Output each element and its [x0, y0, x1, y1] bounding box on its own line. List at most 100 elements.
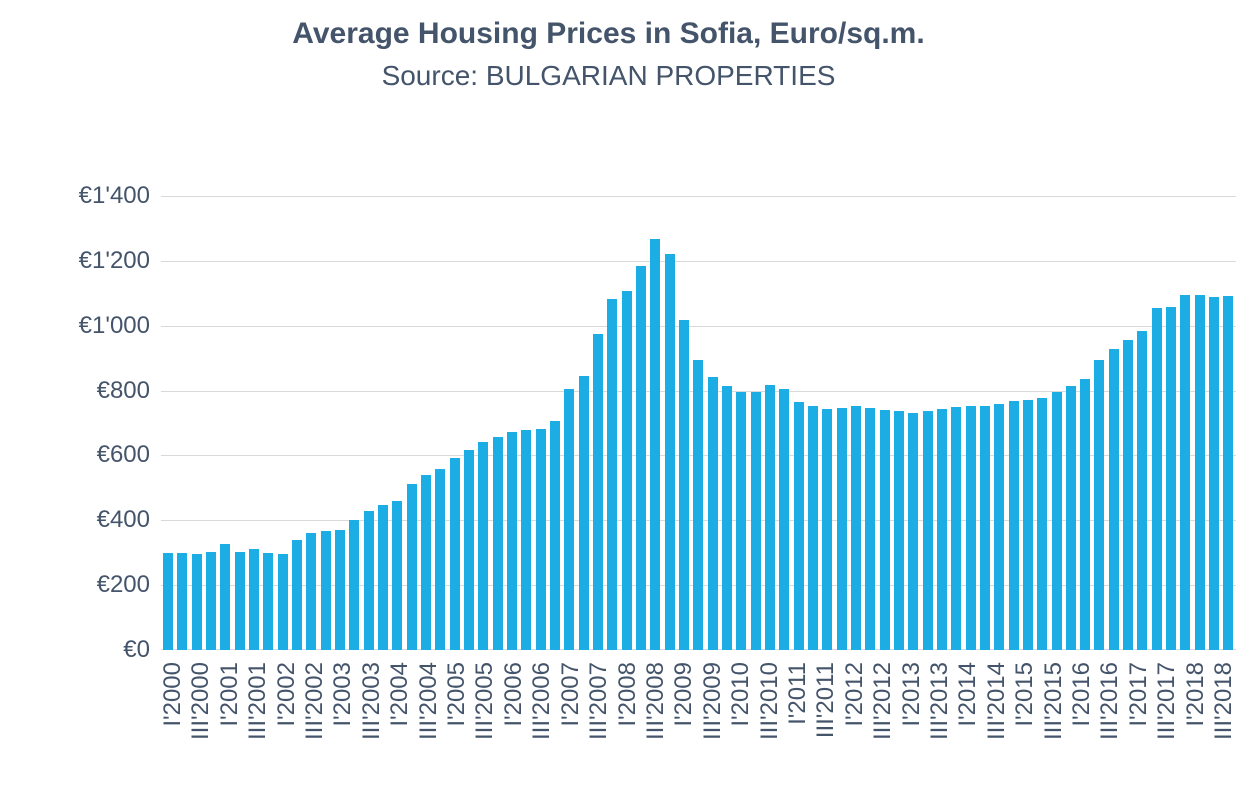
bar — [879, 409, 890, 650]
x-tick-label: I'2002 — [272, 662, 300, 727]
bar-cell — [1121, 196, 1135, 650]
bar — [779, 388, 790, 650]
bar-cell — [849, 196, 863, 650]
bar — [163, 552, 174, 650]
x-tick-cell: I'2011 — [784, 662, 811, 777]
bar — [306, 533, 317, 650]
bar — [249, 548, 260, 650]
chart-subtitle: Source: BULGARIAN PROPERTIES — [381, 60, 836, 91]
bar-cell — [534, 196, 548, 650]
bar — [908, 412, 919, 650]
bar — [836, 408, 847, 650]
x-tick-label: I'2012 — [840, 662, 868, 727]
bar-cell — [405, 196, 419, 650]
x-tick-cell: III'2017 — [1153, 662, 1180, 777]
bar — [220, 543, 231, 650]
bar-cell — [605, 196, 619, 650]
bar-cell — [978, 196, 992, 650]
bar-cell — [963, 196, 977, 650]
bar-cell — [448, 196, 462, 650]
bar-cell — [720, 196, 734, 650]
x-tick-cell: I'2010 — [727, 662, 755, 777]
bar-cell — [304, 196, 318, 650]
bar — [507, 432, 518, 650]
x-tick-label: III'2010 — [755, 662, 783, 740]
bar-cell — [820, 196, 834, 650]
bars — [161, 196, 1236, 650]
bar — [406, 483, 417, 650]
bar-cell — [648, 196, 662, 650]
bar — [721, 386, 732, 650]
bar-cell — [1006, 196, 1020, 650]
bar — [1194, 295, 1205, 650]
x-tick-label: I'2009 — [670, 662, 698, 727]
x-tick-label: III'2018 — [1210, 662, 1238, 740]
x-tick-label: III'2003 — [357, 662, 385, 740]
x-tick-cell: III'2014 — [983, 662, 1010, 777]
x-tick-cell: III'2008 — [641, 662, 669, 777]
bar — [1094, 359, 1105, 650]
x-tick-label: III'2008 — [641, 662, 669, 740]
x-tick-cell: III'2018 — [1210, 662, 1238, 777]
x-tick-cell: III'2015 — [1040, 662, 1067, 777]
bar — [1151, 307, 1162, 650]
bar-cell — [247, 196, 261, 650]
bar — [349, 520, 360, 650]
bar-cell — [548, 196, 562, 650]
bar — [979, 405, 990, 650]
bar — [521, 430, 532, 650]
bar — [1008, 401, 1019, 650]
x-tick-cell: I'2008 — [614, 662, 641, 777]
x-tick-cell: I'2012 — [840, 662, 868, 777]
bar — [678, 320, 689, 650]
bar-cell — [1107, 196, 1121, 650]
bar — [707, 376, 718, 650]
y-tick-label: €800 — [96, 376, 150, 404]
bar — [1209, 297, 1220, 650]
bar — [1051, 392, 1062, 650]
x-tick-cell: III'2009 — [698, 662, 726, 777]
bar-cell — [491, 196, 505, 650]
x-tick-label: III'2009 — [698, 662, 726, 740]
x-tick-label: I'2018 — [1181, 662, 1209, 727]
y-tick-label: €600 — [96, 441, 150, 469]
bar-cell — [362, 196, 376, 650]
bar — [922, 411, 933, 650]
x-tick-cell: I'2002 — [272, 662, 300, 777]
x-tick-label: I'2010 — [727, 662, 755, 727]
bar-cell — [233, 196, 247, 650]
x-tick-cell: III'2010 — [755, 662, 783, 777]
bar-cell — [347, 196, 361, 650]
bar-cell — [333, 196, 347, 650]
x-tick-label: III'2006 — [528, 662, 556, 740]
x-tick-label: III'2001 — [244, 662, 272, 740]
bar — [435, 469, 446, 650]
bar-cell — [1064, 196, 1078, 650]
x-tick-label: I'2000 — [159, 662, 186, 727]
x-tick-cell: I'2016 — [1068, 662, 1095, 777]
bar — [693, 359, 704, 650]
bar-cell — [906, 196, 920, 650]
chart-header: Average Housing Prices in Sofia, Euro/sq… — [0, 12, 1217, 96]
x-tick-cell: I'2004 — [386, 662, 413, 777]
bar-cell — [1164, 196, 1178, 650]
bar-cell — [1049, 196, 1063, 650]
bar-cell — [748, 196, 762, 650]
bar-cell — [319, 196, 333, 650]
bar — [392, 501, 403, 650]
x-tick-cell: I'2005 — [443, 662, 470, 777]
bar-cell — [276, 196, 290, 650]
x-tick-label: III'2011 — [812, 662, 840, 739]
bar — [994, 403, 1005, 650]
x-tick-label: I'2013 — [897, 662, 925, 727]
bar-cell — [949, 196, 963, 650]
bar-cell — [577, 196, 591, 650]
bar-cell — [763, 196, 777, 650]
bar — [1123, 339, 1134, 650]
bar-cell — [519, 196, 533, 650]
bar — [807, 405, 818, 650]
bar-cell — [505, 196, 519, 650]
bar — [564, 388, 575, 650]
bar — [234, 552, 245, 650]
